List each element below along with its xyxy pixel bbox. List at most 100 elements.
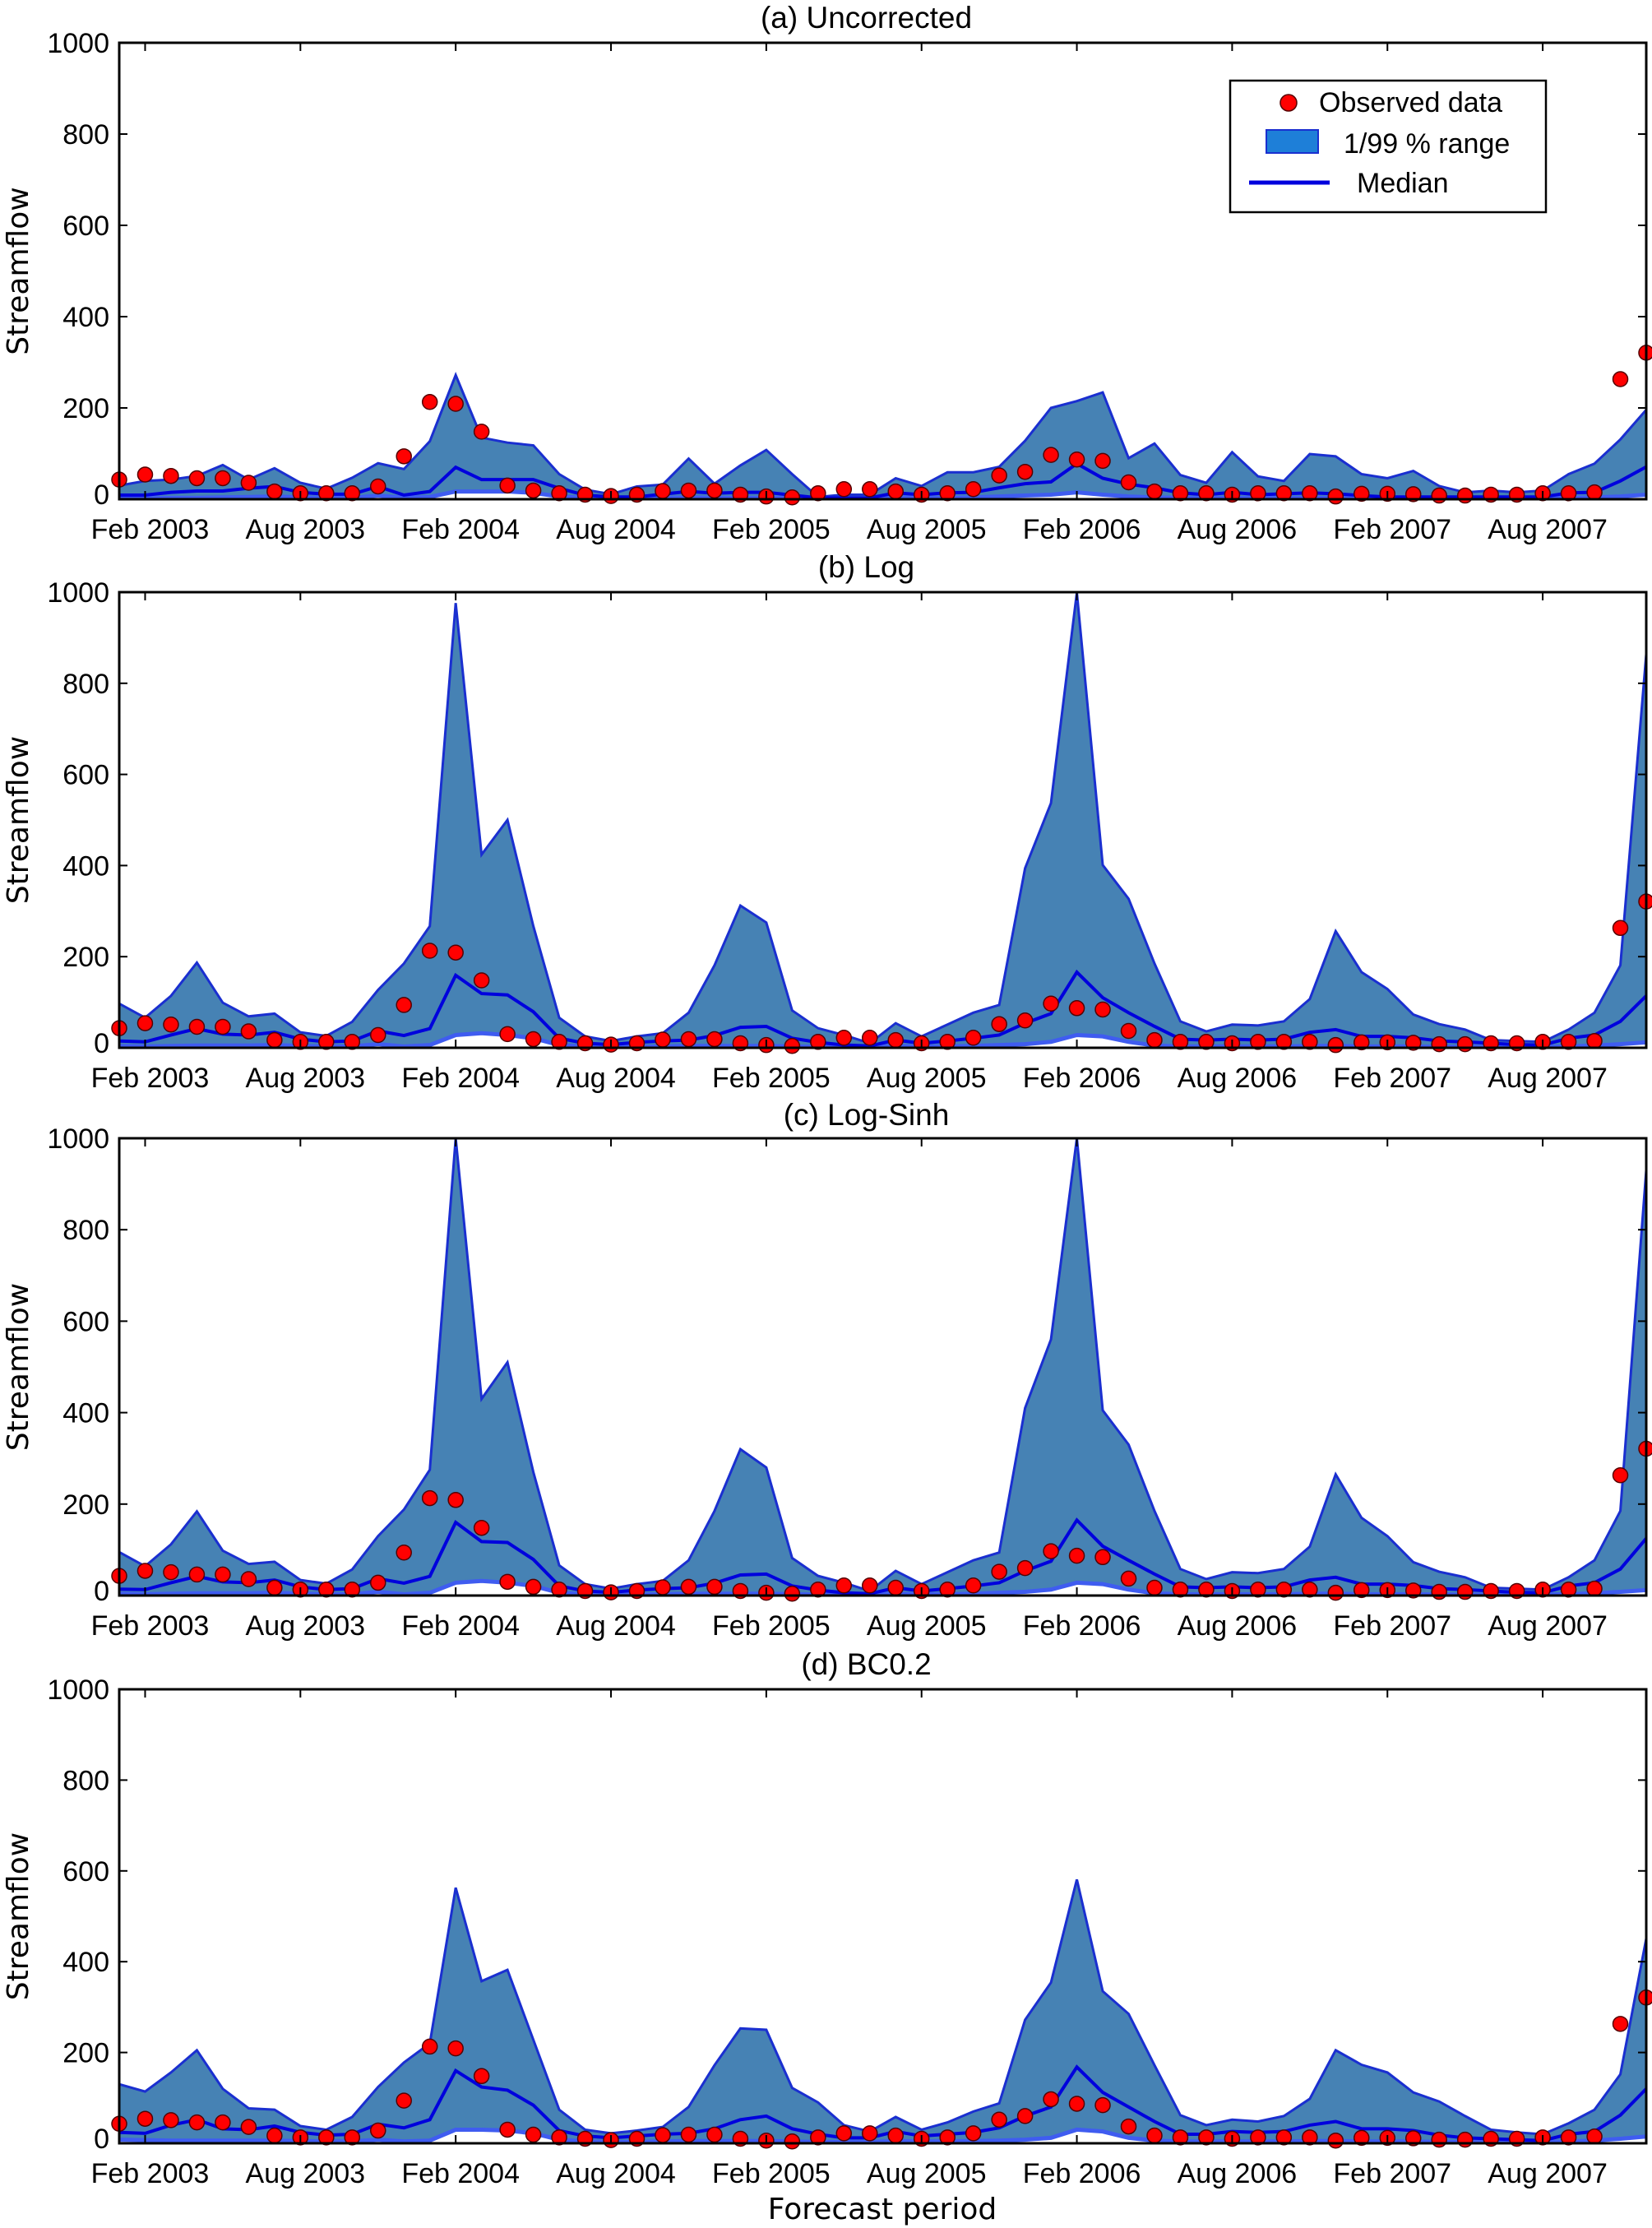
observed-point [1327, 1036, 1344, 1054]
observed-point [991, 1563, 1007, 1580]
observed-point [421, 394, 438, 410]
observed-point [1043, 2091, 1059, 2108]
x-tick-label: Feb 2007 [1333, 514, 1451, 545]
observed-point [810, 1034, 826, 1050]
observed-point [215, 1566, 231, 1583]
observed-point [551, 1034, 567, 1050]
observed-point [1275, 2129, 1293, 2146]
observed-point [1198, 485, 1215, 502]
axes-frame [118, 1688, 1648, 2145]
observed-point [499, 477, 516, 494]
legend-observed-label: Observed data [1319, 87, 1502, 118]
observed-point [1068, 1547, 1085, 1564]
observed-point [1354, 2129, 1370, 2147]
x-tick-label: Aug 2004 [556, 1063, 676, 1094]
observed-point [887, 1579, 904, 1596]
observed-point [1198, 1582, 1215, 1598]
observed-point [1456, 2131, 1474, 2148]
x-tick-label: Aug 2005 [867, 2158, 987, 2189]
observed-point [1456, 487, 1474, 504]
x-tick-label: Feb 2006 [1023, 1610, 1141, 1642]
observed-point [215, 470, 231, 487]
observed-point [318, 1034, 335, 1050]
x-tick-label: Feb 2007 [1333, 1610, 1451, 1642]
x-tick-label: Aug 2006 [1178, 514, 1298, 545]
observed-point [1120, 1570, 1137, 1587]
observed-point [1327, 488, 1344, 505]
x-tick-label: Feb 2007 [1333, 1063, 1451, 1094]
y-axis-label: Streamflow [2, 1283, 35, 1451]
observed-point [525, 1578, 542, 1596]
observed-point [1016, 463, 1034, 480]
y-tick-label: 600 [62, 1306, 109, 1337]
observed-point [706, 2126, 723, 2143]
observed-point [344, 2129, 361, 2146]
x-tick-label: Feb 2007 [1333, 2158, 1451, 2189]
observed-point [1560, 485, 1577, 502]
observed-point [1302, 1582, 1318, 1598]
panel-title: (c) Log-Sinh [784, 1098, 950, 1132]
x-tick-label: Feb 2004 [401, 1610, 520, 1642]
y-axis-label: Streamflow [2, 1832, 35, 2000]
observed-point [240, 475, 257, 491]
plot-area [119, 1138, 1646, 1596]
plot-area [119, 372, 1646, 499]
observed-point [1612, 1467, 1629, 1484]
observed-point [1043, 995, 1059, 1012]
observed-point [1016, 1012, 1034, 1029]
observed-point [887, 483, 904, 500]
x-tick-label: Aug 2007 [1488, 1610, 1608, 1642]
observed-point [369, 1026, 386, 1044]
observed-point [1404, 486, 1422, 503]
x-tick-label: Feb 2006 [1023, 1063, 1141, 1094]
observed-point [1302, 2129, 1318, 2146]
x-tick-label: Aug 2007 [1488, 2158, 1608, 2189]
observed-point [680, 482, 697, 499]
y-tick-label: 400 [62, 1398, 109, 1429]
observed-point [1172, 485, 1189, 502]
observed-point [887, 2127, 904, 2144]
observed-point [1404, 1035, 1422, 1051]
observed-point [1068, 1000, 1085, 1017]
observed-point [344, 485, 361, 502]
observed-point [939, 1582, 956, 1598]
observed-point [1354, 1582, 1370, 1599]
observed-point [1354, 485, 1370, 503]
y-tick-label: 800 [62, 119, 109, 151]
observed-point [1275, 485, 1293, 502]
observed-point [344, 1582, 361, 1598]
observed-point [396, 997, 412, 1013]
observed-point [188, 2114, 206, 2131]
observed-point [551, 1582, 567, 1598]
observed-point [965, 1030, 982, 1046]
observed-point [163, 2112, 179, 2128]
y-tick-label: 0 [94, 1028, 109, 1059]
panel-title: (a) Uncorrected [761, 1, 972, 35]
x-tick-label: Aug 2005 [867, 1610, 987, 1642]
observed-point [1302, 1034, 1318, 1050]
observed-point [862, 1030, 878, 1046]
observed-point [1250, 1582, 1266, 1598]
observed-point [473, 2068, 490, 2085]
x-tick-label: Feb 2003 [91, 514, 210, 545]
observed-point [1068, 451, 1085, 468]
observed-point [835, 481, 853, 498]
observed-point [215, 2114, 231, 2131]
observed-point [835, 2125, 853, 2142]
x-tick-label: Aug 2003 [246, 514, 366, 545]
observed-point [1327, 1584, 1344, 1601]
observed-point [396, 1544, 412, 1561]
observed-point [163, 1016, 179, 1033]
y-tick-label: 800 [62, 669, 109, 700]
observed-point [1198, 1034, 1215, 1050]
observed-point [473, 972, 490, 989]
observed-point [266, 1579, 283, 1596]
observed-point [499, 2121, 516, 2138]
observed-point [784, 2133, 801, 2150]
observed-point [1560, 1034, 1577, 1050]
observed-point [240, 1571, 257, 1587]
observed-point [1250, 485, 1266, 502]
observed-point [862, 1577, 878, 1594]
x-tick-label: Feb 2006 [1023, 514, 1141, 545]
